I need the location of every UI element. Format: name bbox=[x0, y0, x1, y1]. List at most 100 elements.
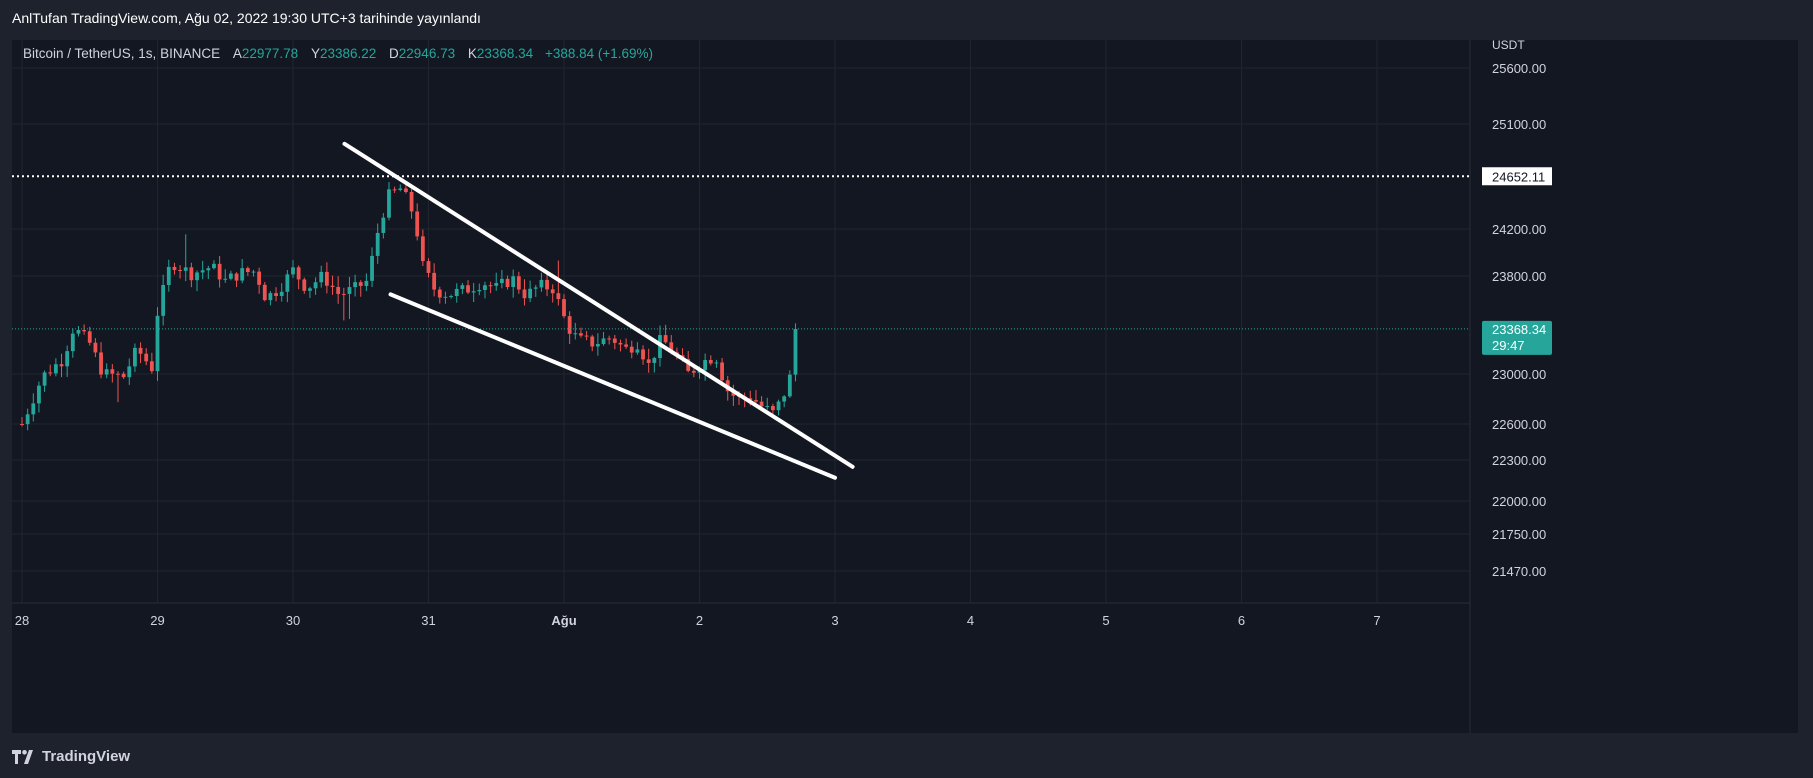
candle-body bbox=[539, 279, 544, 288]
candle-up bbox=[595, 333, 600, 356]
candle-body bbox=[381, 217, 386, 233]
published-info: AnlTufan TradingView.com, Ağu 02, 2022 1… bbox=[12, 10, 481, 26]
candle-body bbox=[646, 359, 651, 363]
candle-up bbox=[251, 269, 256, 277]
candle-body bbox=[121, 373, 126, 378]
candle-down bbox=[420, 229, 425, 267]
price-tick-label: 22000.00 bbox=[1492, 494, 1546, 509]
candle-body bbox=[404, 188, 408, 192]
candle-down bbox=[82, 324, 87, 335]
time-tick-label: 7 bbox=[1373, 613, 1380, 628]
candle-down bbox=[612, 334, 617, 350]
candle-body bbox=[505, 278, 510, 288]
candle-body bbox=[82, 330, 87, 332]
candle-body bbox=[720, 362, 724, 381]
candles[interactable] bbox=[20, 182, 798, 431]
candle-down bbox=[149, 352, 154, 374]
price-axis[interactable]: USDT 25600.00 25100.00 24200.00 23800.00 2300… bbox=[1492, 40, 1546, 579]
candle-body bbox=[370, 255, 374, 281]
candle-down bbox=[99, 342, 103, 379]
candle-body bbox=[437, 289, 442, 298]
candle-body bbox=[31, 403, 36, 415]
candle-down bbox=[116, 371, 120, 403]
time-tick-label: 30 bbox=[286, 613, 300, 628]
candle-body bbox=[262, 284, 267, 301]
candlestick-chart[interactable]: 28 29 30 31 Ağu 2 3 4 5 6 7 USDT 25600.00 25100.00 242… bbox=[12, 40, 1798, 733]
candle-body bbox=[635, 349, 640, 353]
candle-down bbox=[590, 334, 595, 352]
level-price-label: 24652.11 bbox=[1482, 167, 1552, 186]
candle-up bbox=[477, 283, 482, 296]
candle-body bbox=[748, 398, 753, 400]
candle-body bbox=[415, 211, 420, 237]
candle-up bbox=[319, 265, 324, 288]
candle-body bbox=[550, 289, 555, 294]
trendline-upper[interactable] bbox=[342, 141, 855, 469]
candle-up bbox=[200, 260, 205, 280]
candle-up bbox=[449, 294, 453, 299]
tradingview-logo[interactable]: TradingView bbox=[12, 748, 130, 765]
open-value: 22977.78 bbox=[241, 46, 299, 61]
candle-body bbox=[590, 336, 595, 347]
candle-body bbox=[206, 268, 211, 271]
candle-down bbox=[607, 335, 612, 345]
candle-down bbox=[545, 273, 549, 297]
candle-body bbox=[426, 261, 431, 273]
candle-up bbox=[347, 276, 352, 319]
candle-up bbox=[511, 269, 516, 298]
candle-body bbox=[595, 344, 600, 347]
candle-body bbox=[245, 268, 250, 273]
candle-up bbox=[308, 286, 312, 298]
level-price-label-box bbox=[1482, 167, 1552, 186]
candle-body bbox=[70, 333, 75, 352]
candle-up bbox=[166, 259, 171, 292]
candle-up bbox=[443, 291, 448, 304]
candle-down bbox=[437, 286, 442, 304]
symbol-label[interactable]: Bitcoin / TetherUS, 1s, BINANCE bbox=[23, 46, 221, 61]
candle-body bbox=[347, 287, 352, 294]
candle-body bbox=[93, 342, 98, 353]
candle-body bbox=[99, 352, 103, 375]
candle-down bbox=[754, 390, 758, 404]
candle-down bbox=[358, 280, 363, 297]
candle-down bbox=[426, 258, 431, 278]
candle-body bbox=[669, 342, 674, 353]
change-value: +388.84 (+1.69%) bbox=[544, 46, 654, 61]
time-axis[interactable]: 28 29 30 31 Ağu 2 3 4 5 6 7 bbox=[15, 613, 1381, 628]
candle-down bbox=[618, 339, 623, 352]
candle-down bbox=[720, 358, 724, 383]
candle-body bbox=[579, 333, 583, 336]
candle-up bbox=[104, 363, 109, 379]
candle-down bbox=[324, 262, 329, 294]
candle-down bbox=[550, 284, 555, 303]
candle-down bbox=[629, 340, 634, 359]
candle-up bbox=[228, 270, 233, 281]
candle-body bbox=[313, 282, 318, 289]
candle-body bbox=[104, 369, 109, 375]
candle-body bbox=[110, 369, 115, 374]
last-price-value: 23368.34 bbox=[1492, 322, 1546, 337]
candle-body bbox=[189, 267, 194, 281]
candle-body bbox=[420, 236, 425, 262]
chart-panel[interactable]: 28 29 30 31 Ağu 2 3 4 5 6 7 USDT 25600.00 25100.00 242… bbox=[12, 40, 1798, 733]
candle-down bbox=[330, 275, 335, 295]
candle-up bbox=[652, 356, 657, 373]
candle-body bbox=[601, 338, 606, 345]
candle-body bbox=[20, 424, 24, 425]
last-price-label-box bbox=[1482, 320, 1552, 355]
candle-up bbox=[483, 281, 487, 299]
level-price-label-text: 24652.11 bbox=[1492, 169, 1545, 184]
candle-up bbox=[370, 247, 374, 288]
candle-up bbox=[533, 284, 538, 297]
candle-body bbox=[65, 351, 70, 367]
candle-body bbox=[562, 299, 566, 317]
price-tick-label: 23800.00 bbox=[1492, 269, 1546, 284]
candle-body bbox=[488, 285, 493, 287]
candle-body bbox=[319, 271, 324, 283]
trendline-lower[interactable] bbox=[388, 292, 837, 480]
time-tick-label: 6 bbox=[1238, 613, 1245, 628]
candle-body bbox=[341, 293, 346, 295]
candle-up bbox=[240, 259, 245, 284]
time-tick-label: 4 bbox=[967, 613, 974, 628]
